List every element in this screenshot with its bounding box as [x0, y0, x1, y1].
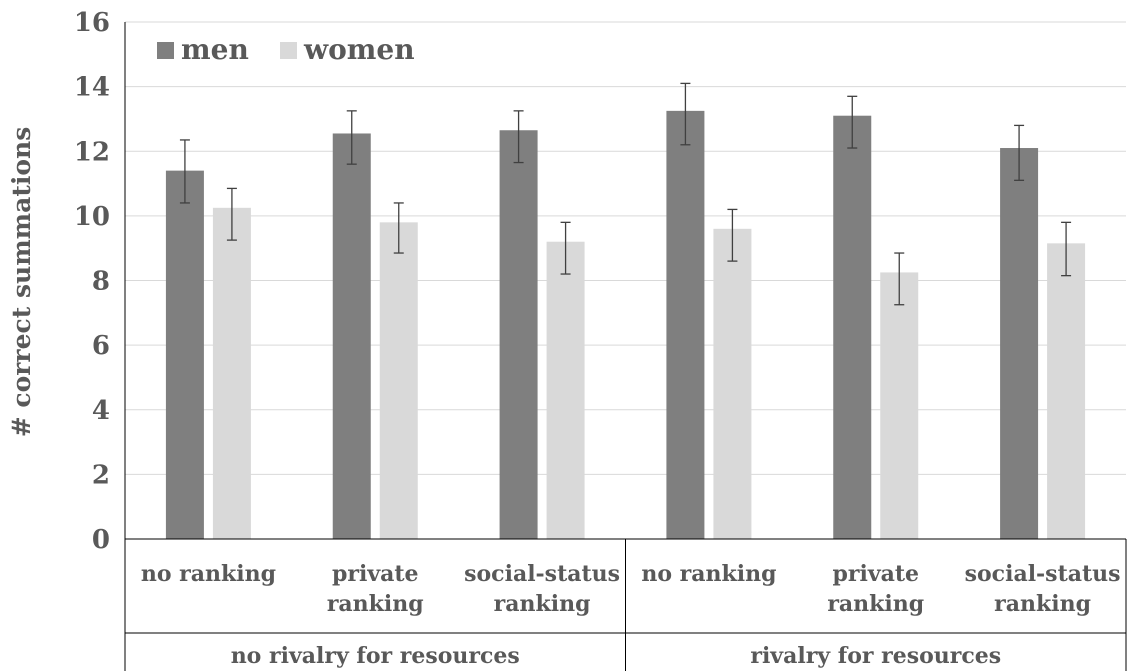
- legend: men women: [157, 33, 415, 66]
- category-label: no ranking: [141, 561, 276, 587]
- group-labels: no rivalry for resources rivalry for reso…: [231, 643, 1001, 669]
- category-labels: no ranking private ranking social-status ran…: [141, 561, 1121, 617]
- y-tick-label: 12: [74, 137, 110, 167]
- y-tick-labels: 0 2 4 6 8 10 12 14 16: [74, 8, 110, 555]
- bar-men: [332, 133, 371, 539]
- y-tick-label: 14: [74, 73, 110, 103]
- legend-label-women: women: [303, 33, 415, 66]
- y-tick-label: 16: [74, 8, 110, 38]
- y-tick-label: 10: [74, 202, 110, 232]
- category-label: social-status: [965, 561, 1121, 587]
- y-tick-label: 2: [92, 460, 110, 490]
- category-label-line2: ranking: [327, 591, 424, 617]
- bar-men: [1000, 148, 1039, 540]
- category-label-line2: ranking: [494, 591, 591, 617]
- y-axis-title: # correct summations: [7, 127, 36, 438]
- legend-swatch-men: [157, 42, 174, 59]
- bar-women: [880, 272, 919, 539]
- y-tick-label: 6: [92, 331, 110, 361]
- y-tick-label: 0: [92, 525, 110, 555]
- y-tick-label: 4: [92, 396, 110, 426]
- y-tick-label: 8: [92, 267, 110, 297]
- gridlines: [125, 21, 1126, 475]
- category-label: no ranking: [641, 561, 776, 587]
- bar-women: [713, 228, 752, 540]
- bar-women: [546, 241, 585, 539]
- axes: [124, 22, 1127, 671]
- bar-men: [165, 170, 204, 539]
- category-label: private: [332, 561, 419, 587]
- category-label: private: [832, 561, 919, 587]
- category-label-line2: ranking: [827, 591, 924, 617]
- bar-women: [1047, 243, 1086, 539]
- error-bars: [179, 82, 1072, 306]
- legend-swatch-women: [280, 42, 297, 59]
- group-label: no rivalry for resources: [231, 643, 520, 669]
- bar-women: [379, 222, 418, 539]
- bar-women: [212, 207, 251, 539]
- bar-men: [833, 115, 872, 540]
- bar-men: [499, 130, 538, 539]
- legend-label-men: men: [181, 33, 249, 66]
- category-label: social-status: [464, 561, 620, 587]
- category-label-line2: ranking: [994, 591, 1091, 617]
- group-label: rivalry for resources: [750, 643, 1001, 669]
- bar-men: [666, 110, 705, 539]
- bars: [165, 110, 1086, 540]
